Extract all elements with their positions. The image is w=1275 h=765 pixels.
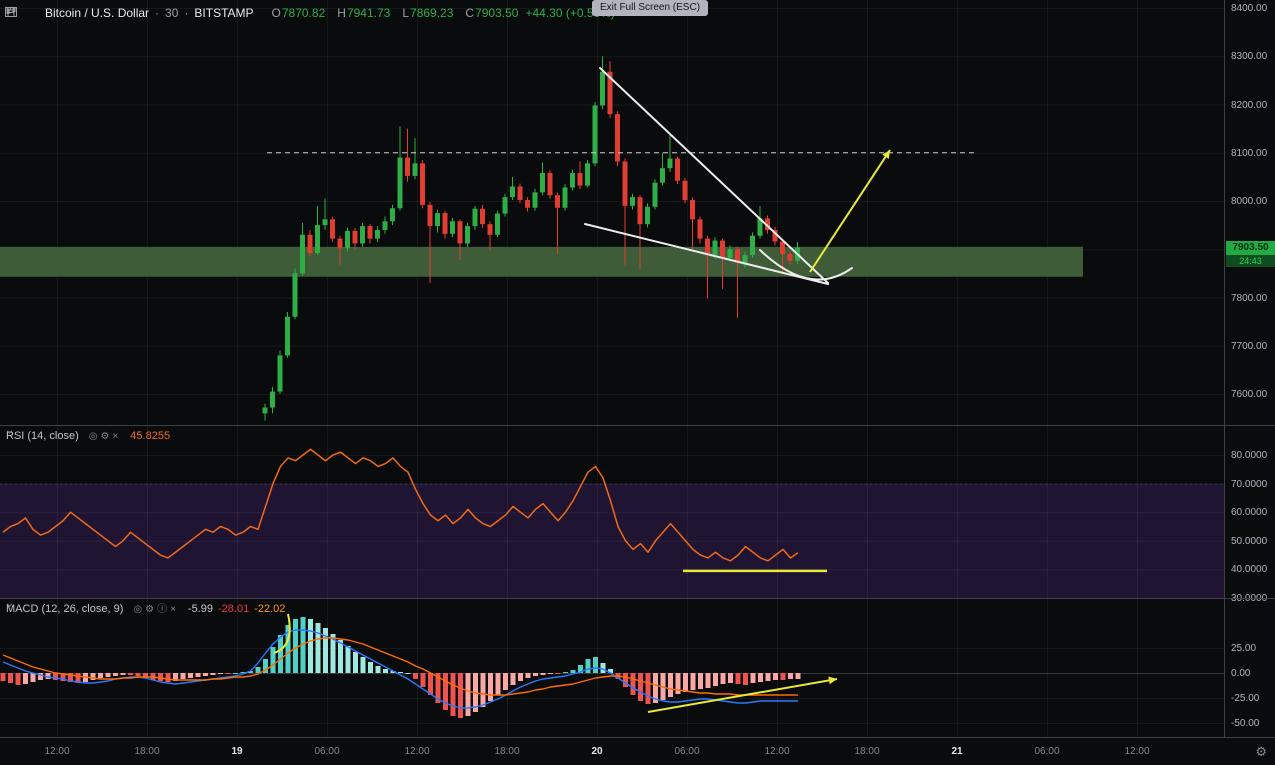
price-pane: Bitcoin / U.S. Dollar · 30 · BITSTAMP O7… [0,0,1224,425]
time-axis-label: 18:00 [494,746,520,757]
price-axis-label: 7600.00 [1231,389,1268,400]
pane-divider [0,737,1275,738]
time-axis-label: 06:00 [314,746,340,757]
interval-value[interactable]: 30 [165,6,179,20]
price-axis-label: 25.00 [1231,643,1257,654]
time-axis-label: 20 [591,746,603,757]
price-axis-label: 7800.00 [1231,292,1268,304]
time-axis-label: 12:00 [1124,746,1150,757]
chart-legend: Bitcoin / U.S. Dollar · 30 · BITSTAMP O7… [5,6,615,20]
ohlc-high: H7941.73 [337,6,391,20]
macd-chart-canvas[interactable] [0,599,1224,737]
rsi-title[interactable]: RSI (14, close) [6,430,79,442]
price-axis-label: -50.00 [1231,718,1260,729]
time-axis-label: 12:00 [44,746,70,757]
info-icon[interactable]: ⓘ [157,604,168,615]
current-price-tag: 7903.50 [1226,240,1275,255]
time-axis-label: 18:00 [134,746,160,757]
gear-icon[interactable]: ⚙ [1255,744,1267,759]
price-axis-label: 70.0000 [1231,478,1268,490]
separator: · [184,6,189,20]
time-axis-label: 12:00 [404,746,430,757]
rsi-pane: RSI (14, close) ◎ ⚙ × 45.8255 [0,426,1224,598]
close-icon[interactable]: × [170,604,176,615]
exit-fullscreen-tooltip: Exit Full Screen (ESC) [592,0,709,16]
pane-divider[interactable] [0,425,1275,426]
gear-icon[interactable]: ⚙ [145,604,155,615]
macd-legend: MACD (12, 26, close, 9) ◎ ⚙ ⓘ × -5.99 -28.0… [6,603,285,615]
series-style-icon[interactable] [6,6,39,20]
price-axis-label: 8200.00 [1231,99,1268,111]
price-axis-label: 8100.00 [1231,147,1268,159]
rsi-chart-canvas[interactable] [0,426,1224,598]
exchange-name[interactable]: BITSTAMP [194,6,254,20]
price-axis-label: 8000.00 [1231,196,1268,207]
time-axis-label: 18:00 [854,746,880,757]
price-axis-label: 8300.00 [1231,51,1268,63]
bar-countdown: 24:43 [1226,254,1275,267]
price-axis[interactable]: 8400.008300.008200.008100.008000.007900.… [1224,0,1275,738]
price-axis-label: 7700.00 [1231,340,1268,352]
macd-line-value: -28.01 [218,603,250,615]
price-axis-label: 50.0000 [1231,535,1268,547]
price-chart-canvas[interactable] [0,0,1224,425]
rsi-legend: RSI (14, close) ◎ ⚙ × 45.8255 [6,430,170,442]
gear-icon[interactable]: ⚙ [100,431,110,442]
ohlc-open: O7870.82 [271,6,326,20]
eye-icon[interactable]: ◎ [88,431,98,442]
time-axis-label: 12:00 [764,746,790,757]
rsi-value: 45.8255 [130,430,171,442]
price-axis-label: 40.0000 [1231,564,1268,576]
time-axis-label: 06:00 [674,746,700,757]
ohlc-close: C7903.50 [465,6,519,20]
price-axis-label: 80.0000 [1231,450,1268,461]
separator: · [155,6,160,20]
macd-pane: MACD (12, 26, close, 9) ◎ ⚙ ⓘ × -5.99 -28.0… [0,599,1224,737]
price-axis-label: 8400.00 [1231,3,1268,14]
close-icon[interactable]: × [112,431,119,442]
time-axis[interactable]: 12:00 18:00 19 06:00 12:00 18:00 20 06:00 12:00 1… [0,738,1275,765]
price-axis-label: 0.00 [1231,668,1251,679]
macd-hist-value: -5.99 [187,603,213,615]
pane-divider[interactable] [0,598,1275,599]
price-axis-label: -25.00 [1231,693,1260,704]
symbol-name[interactable]: Bitcoin / U.S. Dollar [45,6,150,20]
macd-signal-value: -22.02 [254,603,286,615]
macd-title[interactable]: MACD (12, 26, close, 9) [6,603,124,615]
price-axis-label: 60.0000 [1231,507,1268,519]
ohlc-low: L7869.23 [402,6,454,20]
time-axis-label: 06:00 [1034,746,1060,757]
time-axis-label: 21 [951,746,963,757]
time-axis-label: 19 [231,746,243,757]
eye-icon[interactable]: ◎ [133,604,143,615]
